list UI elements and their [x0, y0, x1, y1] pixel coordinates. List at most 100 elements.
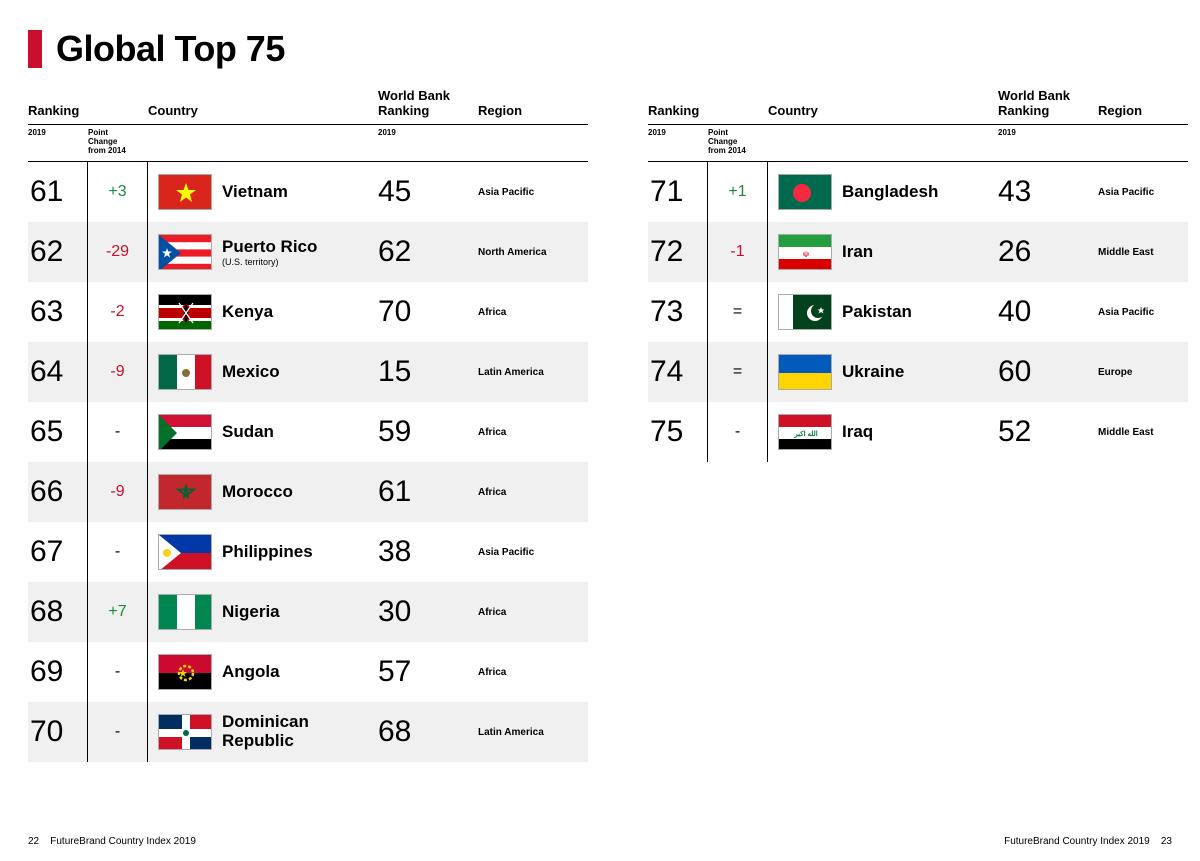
country-name: Morocco	[222, 483, 293, 502]
footer-page-right: 23	[1161, 836, 1172, 847]
rank-value: 68	[28, 582, 88, 642]
region-label: Africa	[478, 607, 588, 618]
rank-value: 66	[28, 462, 88, 522]
table-subheader: 2019 Point Change from 2014 2019	[28, 125, 588, 162]
table-row: 65-Sudan59Africa	[28, 402, 588, 462]
subheader-wbr-year: 2019	[378, 129, 478, 155]
country-cell: Angola	[148, 654, 378, 690]
table-row: 75-الله اكبرIraq52Middle East	[648, 402, 1188, 462]
country-name: Philippines	[222, 543, 313, 562]
subheader-year: 2019	[648, 129, 708, 155]
country-name: Iraq	[842, 423, 873, 442]
table-row: 61+3Vietnam45Asia Pacific	[28, 162, 588, 222]
flag-icon	[158, 714, 212, 750]
footer-source-right: FutureBrand Country Index 2019	[1004, 836, 1150, 847]
point-change: -2	[88, 282, 148, 342]
ranking-column-left: Ranking Country World Bank Ranking Regio…	[28, 88, 588, 762]
flag-icon	[158, 654, 212, 690]
region-label: Africa	[478, 307, 588, 318]
table-row: 66-9Morocco61Africa	[28, 462, 588, 522]
world-bank-ranking: 61	[378, 475, 478, 509]
country-name: Vietnam	[222, 183, 288, 202]
table-row: 63-2Kenya70Africa	[28, 282, 588, 342]
flag-icon: الله اكبر	[778, 414, 832, 450]
table-row: 72-1☫Iran26Middle East	[648, 222, 1188, 282]
table-subheader: 2019 Point Change from 2014 2019	[648, 125, 1188, 162]
subheader-wbr-year: 2019	[998, 129, 1098, 155]
country-name: Nigeria	[222, 603, 280, 622]
region-label: Asia Pacific	[478, 187, 588, 198]
header-region: Region	[1098, 103, 1188, 118]
page-title-row: Global Top 75	[28, 28, 1172, 70]
country-cell: Puerto Rico(U.S. territory)	[148, 234, 378, 270]
subheader-year: 2019	[28, 129, 88, 155]
ranking-column-right: Ranking Country World Bank Ranking Regio…	[648, 88, 1188, 762]
flag-icon	[778, 174, 832, 210]
header-ranking: Ranking	[28, 103, 88, 118]
country-name: Ukraine	[842, 363, 904, 382]
rank-value: 75	[648, 402, 708, 462]
rank-value: 69	[28, 642, 88, 702]
world-bank-ranking: 70	[378, 295, 478, 329]
flag-icon	[158, 534, 212, 570]
flag-icon	[158, 174, 212, 210]
country-cell: الله اكبر Iraq	[768, 414, 998, 450]
flag-icon	[158, 414, 212, 450]
flag-icon	[158, 234, 212, 270]
subheader-change: Point Change from 2014	[88, 129, 148, 155]
world-bank-ranking: 59	[378, 415, 478, 449]
region-label: Latin America	[478, 367, 588, 378]
country-name: Angola	[222, 663, 280, 682]
country-cell: Nigeria	[148, 594, 378, 630]
country-cell: Morocco	[148, 474, 378, 510]
point-change: -9	[88, 342, 148, 402]
country-cell: Vietnam	[148, 174, 378, 210]
flag-icon	[158, 294, 212, 330]
rank-value: 74	[648, 342, 708, 402]
region-label: Middle East	[1098, 427, 1188, 438]
point-change: -	[88, 402, 148, 462]
region-label: Africa	[478, 487, 588, 498]
point-change: =	[708, 342, 768, 402]
header-country: Country	[768, 103, 998, 118]
region-label: Asia Pacific	[1098, 187, 1188, 198]
table-row: 67-Philippines38Asia Pacific	[28, 522, 588, 582]
point-change: -	[708, 402, 768, 462]
rank-value: 64	[28, 342, 88, 402]
point-change: -	[88, 522, 148, 582]
region-label: Europe	[1098, 367, 1188, 378]
rank-value: 72	[648, 222, 708, 282]
flag-icon	[158, 474, 212, 510]
footer-source-left: FutureBrand Country Index 2019	[50, 836, 196, 847]
flag-icon	[158, 594, 212, 630]
country-cell: Kenya	[148, 294, 378, 330]
rank-value: 73	[648, 282, 708, 342]
world-bank-ranking: 60	[998, 355, 1098, 389]
country-name: Mexico	[222, 363, 280, 382]
rank-value: 67	[28, 522, 88, 582]
region-label: Asia Pacific	[478, 547, 588, 558]
world-bank-ranking: 15	[378, 355, 478, 389]
country-name: Pakistan	[842, 303, 912, 322]
world-bank-ranking: 62	[378, 235, 478, 269]
rank-value: 61	[28, 162, 88, 222]
table-row: 73=Pakistan40Asia Pacific	[648, 282, 1188, 342]
table-row: 74= Ukraine 60Europe	[648, 342, 1188, 402]
table-row: 70-Dominican Republic68Latin America	[28, 702, 588, 762]
point-change: -29	[88, 222, 148, 282]
table-header: Ranking Country World Bank Ranking Regio…	[28, 88, 588, 125]
country-cell: Pakistan	[768, 294, 998, 330]
rank-value: 63	[28, 282, 88, 342]
page-title: Global Top 75	[56, 28, 285, 70]
world-bank-ranking: 68	[378, 715, 478, 749]
region-label: Africa	[478, 667, 588, 678]
country-cell: Bangladesh	[768, 174, 998, 210]
subheader-change: Point Change from 2014	[708, 129, 768, 155]
country-name: Iran	[842, 243, 873, 262]
rank-value: 65	[28, 402, 88, 462]
header-ranking: Ranking	[648, 103, 708, 118]
world-bank-ranking: 57	[378, 655, 478, 689]
point-change: +7	[88, 582, 148, 642]
title-accent-bar	[28, 30, 42, 68]
table-row: 69-Angola57Africa	[28, 642, 588, 702]
